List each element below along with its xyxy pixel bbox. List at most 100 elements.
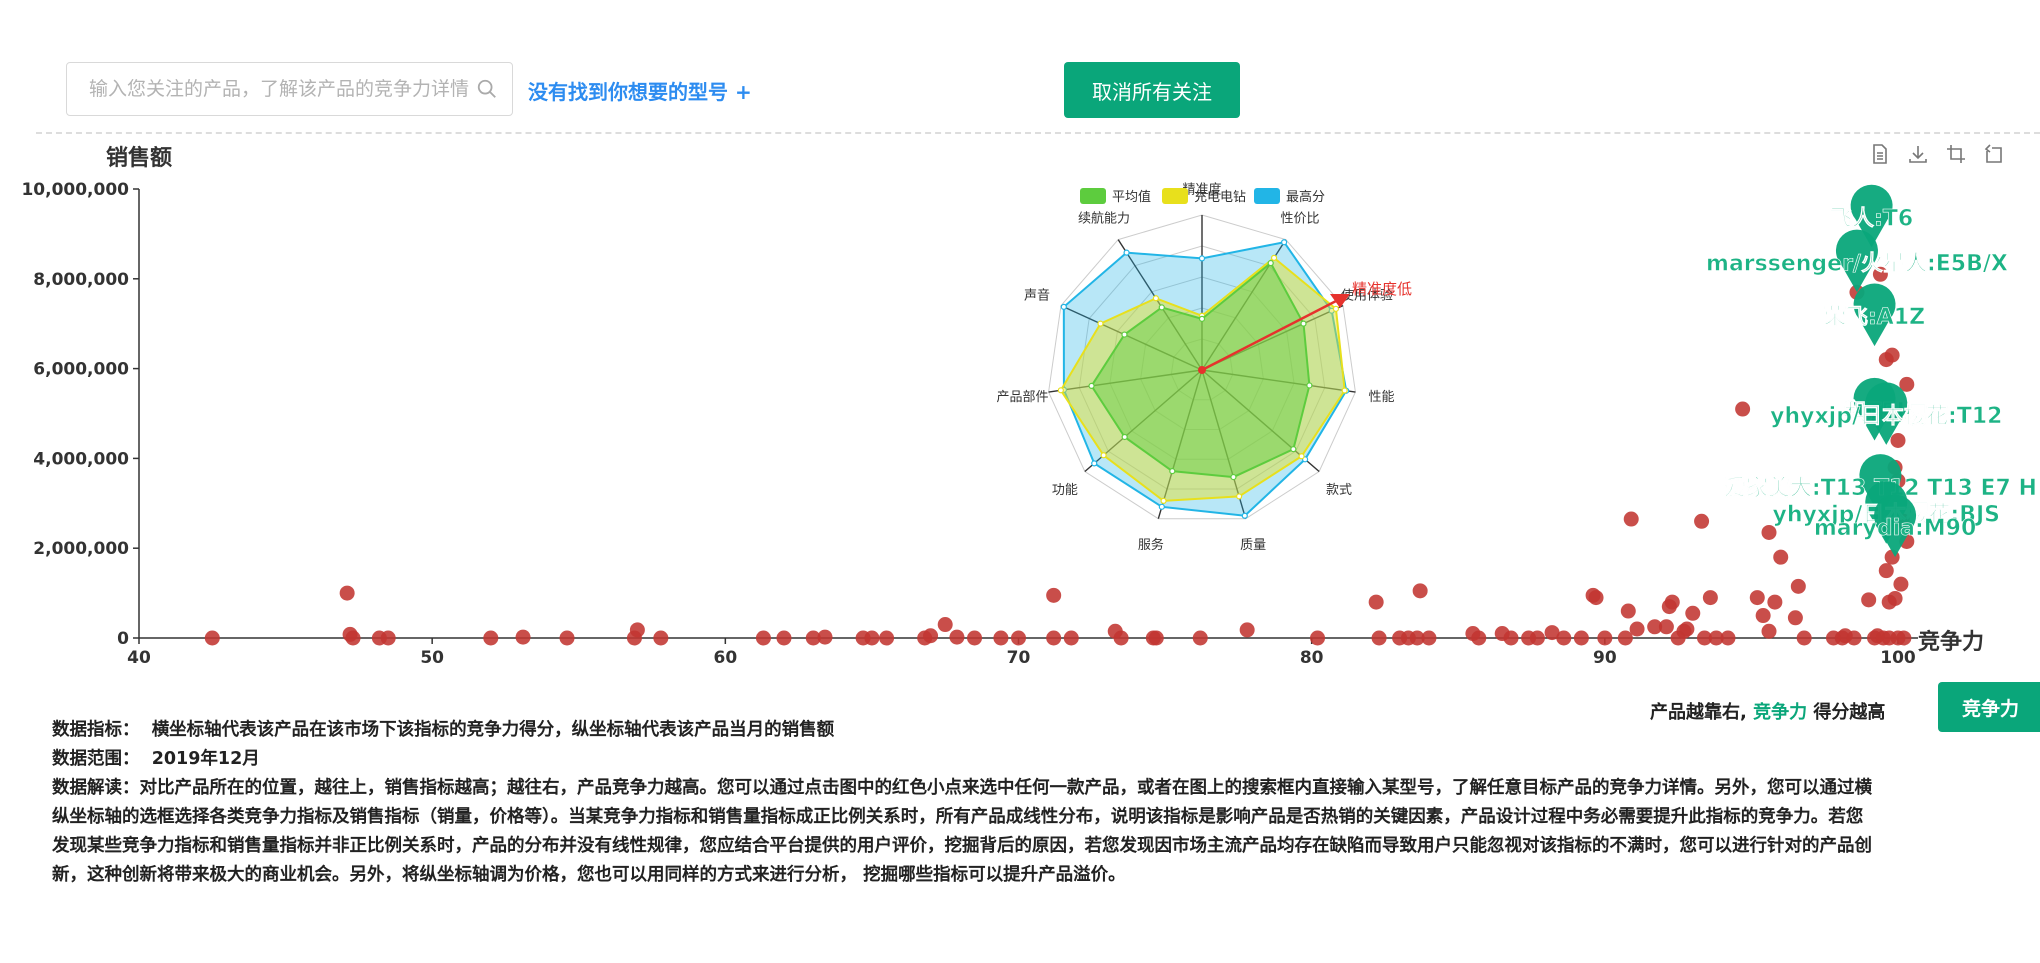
scatter-point[interactable] — [1846, 630, 1862, 646]
scatter-point[interactable] — [1529, 630, 1545, 646]
scatter-point[interactable] — [1368, 594, 1384, 610]
scatter-point[interactable] — [1697, 630, 1713, 646]
scatter-point[interactable] — [776, 630, 792, 646]
scatter-point[interactable] — [1761, 524, 1777, 540]
radar-point — [1236, 493, 1243, 500]
scatter-point[interactable] — [1890, 432, 1906, 448]
scatter-point[interactable] — [204, 630, 220, 646]
scatter-point[interactable] — [1720, 630, 1736, 646]
scatter-point[interactable] — [1787, 610, 1803, 626]
scatter-point[interactable] — [1192, 630, 1208, 646]
scatter-point[interactable] — [1896, 630, 1912, 646]
scatter-point[interactable] — [1371, 630, 1387, 646]
scatter-point[interactable] — [1046, 587, 1062, 603]
scatter-point[interactable] — [1679, 621, 1695, 637]
scatter-point[interactable] — [1767, 594, 1783, 610]
scatter-point[interactable] — [1702, 590, 1718, 606]
download-icon[interactable] — [1906, 142, 1930, 166]
scatter-point[interactable] — [1556, 630, 1572, 646]
scatter-point[interactable] — [864, 630, 880, 646]
cancel-all-follow-button[interactable]: 取消所有关注 — [1064, 62, 1240, 118]
scatter-point[interactable] — [1878, 563, 1894, 579]
y-tick-label: 4,000,000 — [33, 449, 129, 469]
scatter-point[interactable] — [937, 617, 953, 633]
search-icon[interactable] — [476, 78, 498, 100]
scatter-point[interactable] — [993, 630, 1009, 646]
reading-note: 数据解读：对比产品所在的位置，越往上，销售指标越高；越往右，产品竞争力越高。您可… — [52, 778, 1872, 885]
scatter-point[interactable] — [1310, 630, 1326, 646]
scatter-point[interactable] — [1113, 630, 1129, 646]
scatter-point[interactable] — [1046, 630, 1062, 646]
radar-annotation: 精准度低 — [1352, 280, 1412, 298]
radar-indicator-label: 性价比 — [1281, 211, 1320, 226]
scatter-point[interactable] — [1620, 603, 1636, 619]
chart-toolbox — [1868, 142, 2006, 166]
scatter-point[interactable] — [629, 622, 645, 638]
scatter-point[interactable] — [1773, 549, 1789, 565]
scatter-point[interactable] — [1588, 590, 1604, 606]
scatter-point[interactable] — [1658, 619, 1674, 635]
scatter-point[interactable] — [805, 630, 821, 646]
scatter-point[interactable] — [1629, 621, 1645, 637]
radar-point — [1160, 497, 1167, 504]
scatter-point[interactable] — [380, 630, 396, 646]
scatter-point[interactable] — [967, 630, 983, 646]
scatter-point[interactable] — [1899, 376, 1915, 392]
radar-indicator-label: 功能 — [1052, 483, 1078, 498]
radar-ring — [1140, 307, 1264, 430]
scatter-point[interactable] — [1708, 630, 1724, 646]
scatter-point[interactable] — [1881, 594, 1897, 610]
scatter-point[interactable] — [1503, 630, 1519, 646]
scatter-point[interactable] — [1011, 630, 1026, 646]
scatter-point[interactable] — [1573, 630, 1589, 646]
scatter-point[interactable] — [949, 629, 965, 645]
radar-point — [1230, 473, 1237, 481]
scatter-point[interactable] — [559, 630, 575, 646]
scatter-point[interactable] — [1755, 608, 1771, 624]
scatter-point[interactable] — [1790, 578, 1806, 594]
metric-note: 数据指标： 横坐标轴代表该产品在该市场下该指标的竞争力得分，纵坐标轴代表该产品当… — [52, 720, 835, 740]
scatter-point[interactable] — [1421, 630, 1437, 646]
search-input[interactable] — [87, 77, 476, 101]
scatter-point[interactable] — [1409, 630, 1425, 646]
scatter-point[interactable] — [1617, 630, 1633, 646]
scatter-point[interactable] — [1884, 347, 1900, 363]
document-icon[interactable] — [1868, 142, 1892, 166]
scatter-point[interactable] — [1861, 592, 1877, 608]
scatter-point[interactable] — [1647, 619, 1663, 635]
scatter-point[interactable] — [345, 630, 361, 646]
not-found-link[interactable]: 没有找到你想要的型号 + — [528, 80, 752, 104]
scatter-point[interactable] — [1412, 583, 1428, 599]
scatter-point[interactable] — [923, 628, 939, 644]
scatter-point[interactable] — [1471, 630, 1487, 646]
scatter-point[interactable] — [1597, 630, 1613, 646]
crop-icon[interactable] — [1944, 142, 1968, 166]
x-tick-label: 90 — [1593, 648, 1617, 668]
scatter-point[interactable] — [1148, 630, 1164, 646]
scatter-point[interactable] — [755, 630, 771, 646]
radar-point — [1169, 468, 1176, 475]
callout-label: yhyxjp/日本樱花:T12 — [1770, 403, 2002, 429]
scatter-point[interactable] — [653, 630, 669, 646]
scatter-point[interactable] — [1893, 576, 1909, 592]
scatter-point[interactable] — [1623, 511, 1639, 527]
scatter-point[interactable] — [1239, 622, 1255, 638]
scatter-point[interactable] — [483, 630, 499, 646]
scatter-point[interactable] — [1749, 590, 1765, 606]
scatter-point[interactable] — [1685, 605, 1701, 621]
scatter-point[interactable] — [1544, 625, 1560, 641]
scatter-point[interactable] — [1063, 630, 1079, 646]
scatter-point[interactable] — [1761, 623, 1777, 639]
scatter-point[interactable] — [1664, 594, 1680, 610]
scatter-point[interactable] — [1796, 630, 1812, 646]
competitiveness-button[interactable]: 竞争力 — [1938, 682, 2040, 732]
callout-label: 飞人:T6 — [1830, 206, 1913, 231]
scatter-point[interactable] — [515, 629, 531, 645]
restore-icon[interactable] — [1982, 142, 2006, 166]
scatter-point[interactable] — [879, 630, 895, 646]
scatter-point[interactable] — [339, 585, 355, 601]
scatter-point[interactable] — [817, 629, 833, 645]
scatter-point[interactable] — [1694, 513, 1710, 529]
scatter-point[interactable] — [1735, 401, 1751, 417]
scatter-point[interactable] — [1872, 266, 1888, 282]
